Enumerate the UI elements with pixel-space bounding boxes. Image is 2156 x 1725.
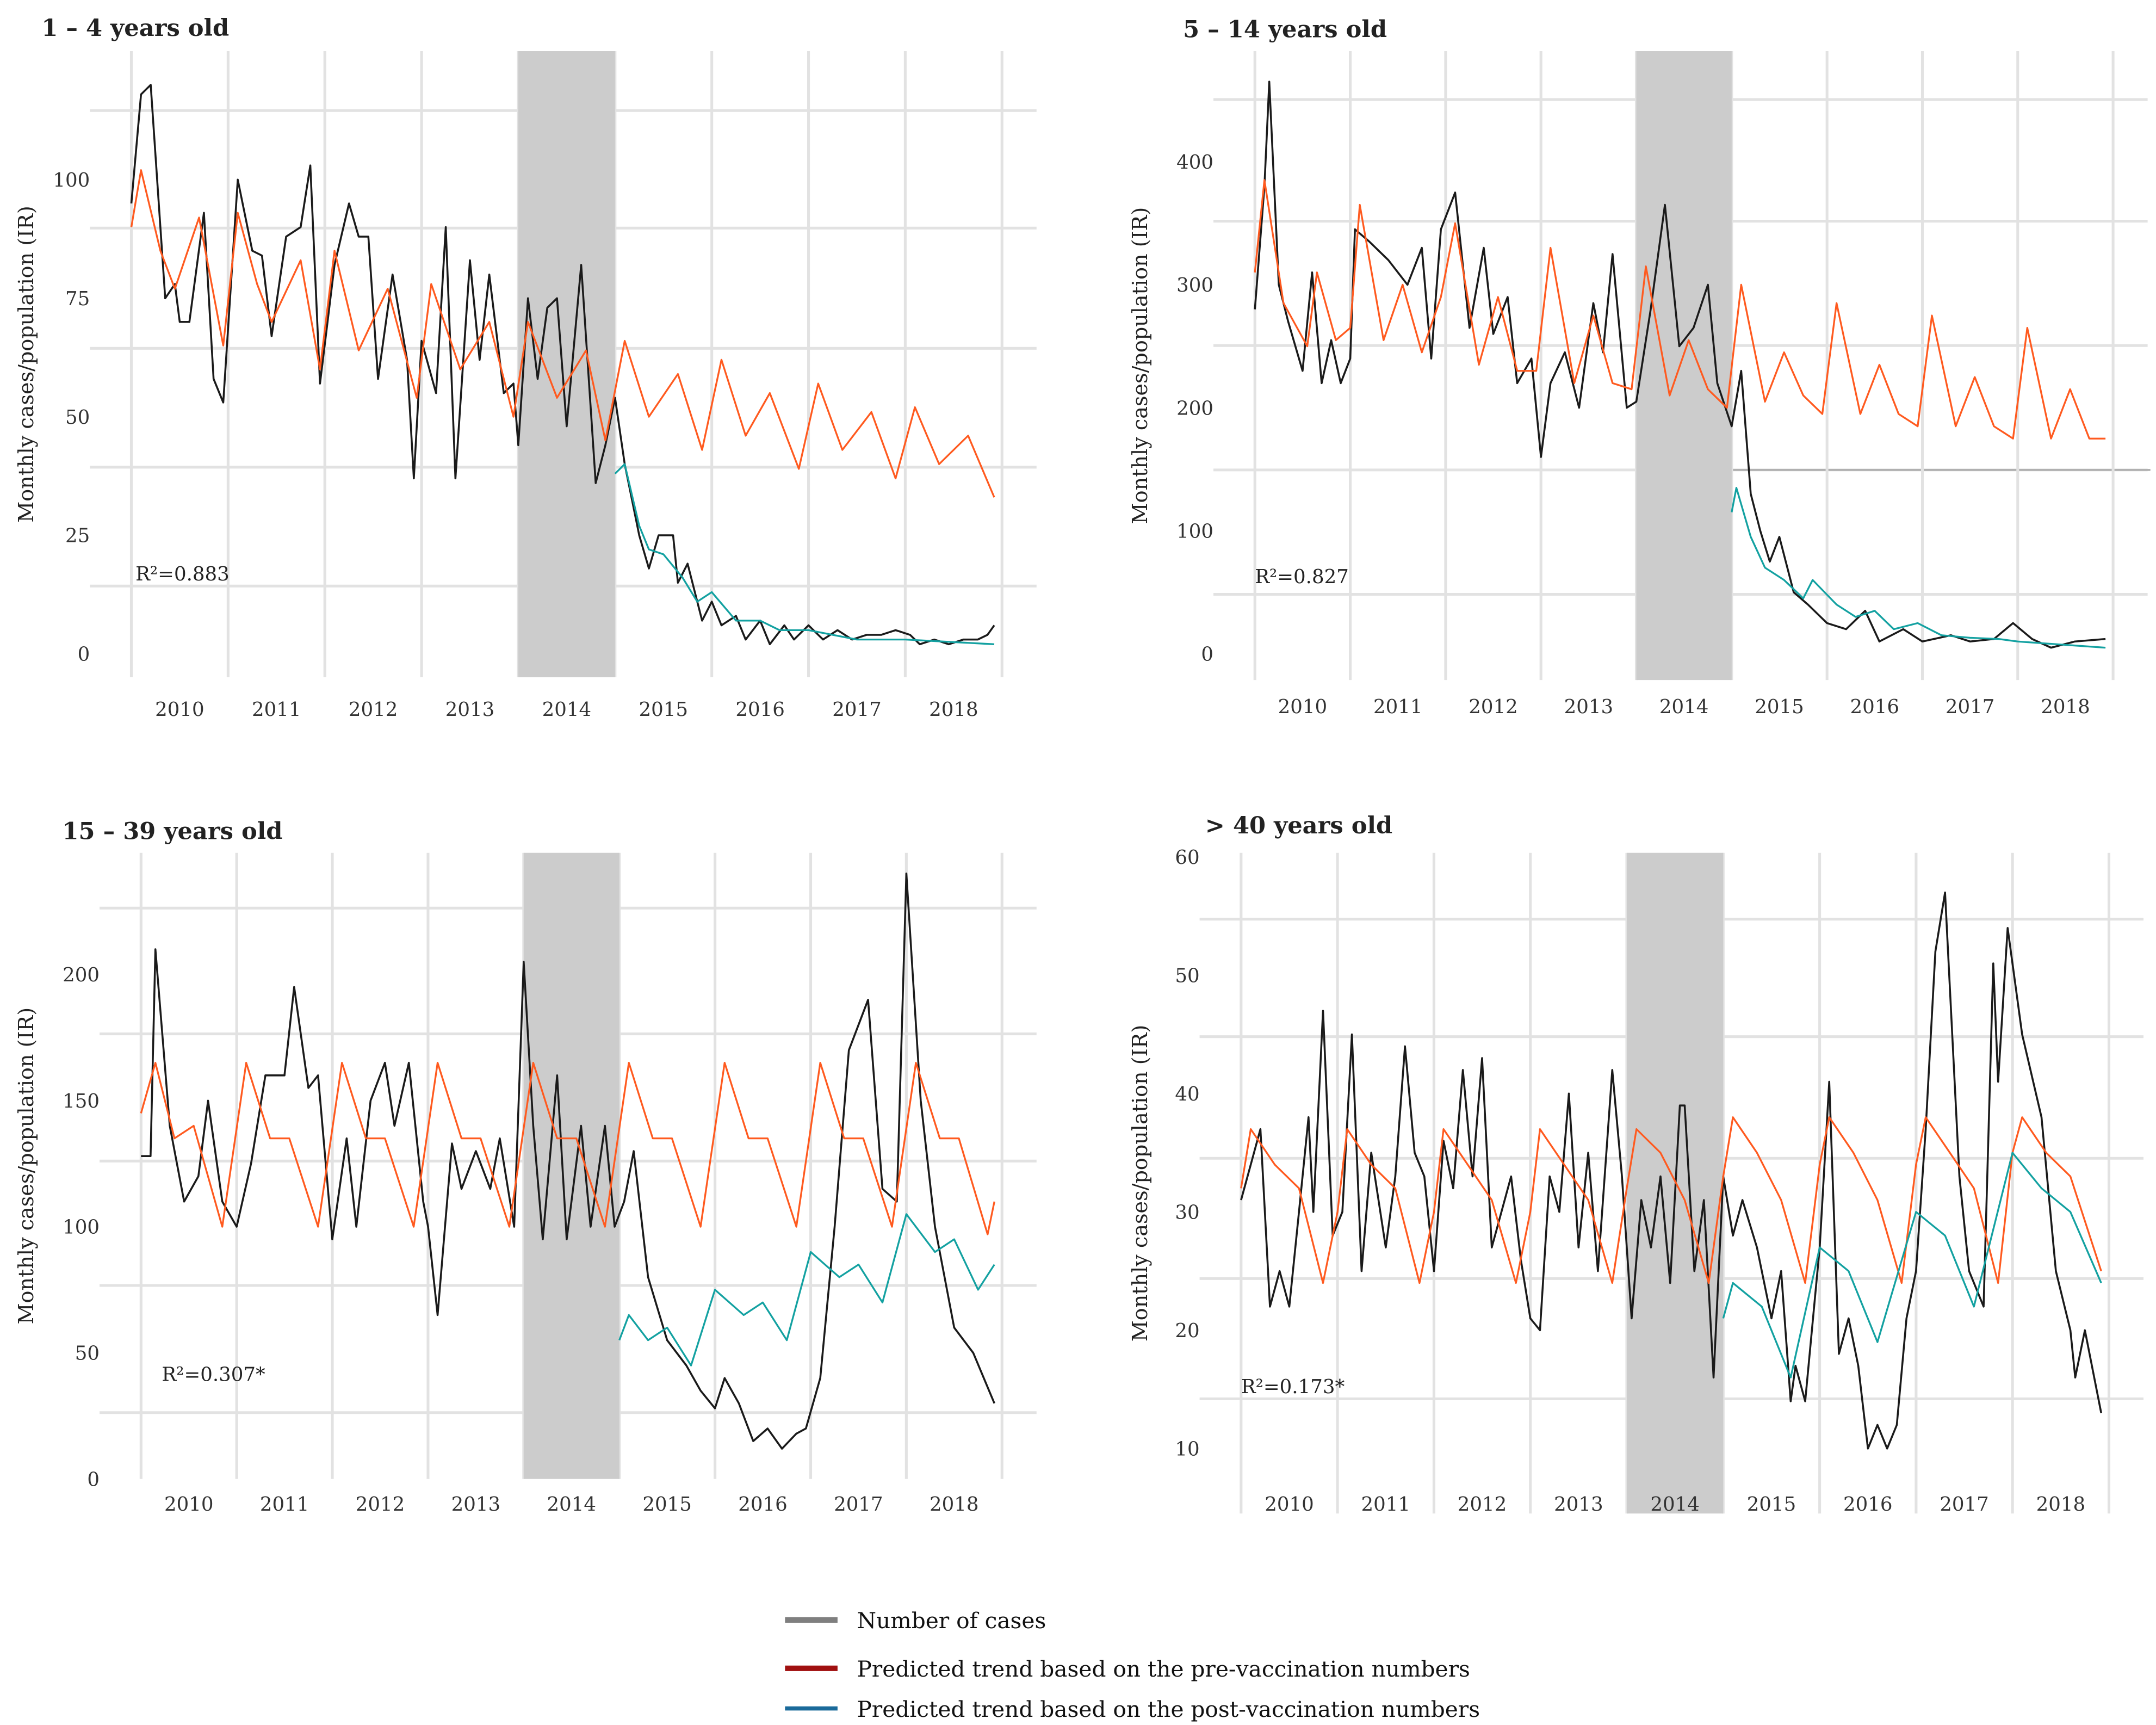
y-axis-label: Monthly cases/population (IR) (1128, 207, 1152, 524)
series-line-post (618, 1213, 995, 1367)
x-tick-label: 2012 (1469, 696, 1518, 718)
y-axis-label: Monthly cases/population (IR) (1128, 1025, 1152, 1342)
y-axis-label: Monthly cases/population (IR) (14, 206, 38, 523)
x-tick-label: 2010 (1265, 1493, 1314, 1516)
x-tick-label: 2018 (930, 1493, 979, 1516)
series-line-pre (1254, 179, 2106, 440)
legend-label-cases: Number of cases (857, 1607, 1046, 1634)
panel-title: 15 – 39 years old (62, 817, 282, 845)
x-tick-label: 2010 (1278, 696, 1328, 718)
series-line-pre (130, 169, 995, 498)
y-tick-label: 40 (1175, 1083, 1199, 1105)
vaccination-period-shade (523, 852, 619, 1479)
legend: Number of cases Predicted trend based on… (785, 1607, 1480, 1722)
x-tick-label: 2017 (834, 1493, 883, 1516)
legend-label-pre: Predicted trend based on the pre-vaccina… (857, 1656, 1470, 1682)
x-tick-label: 2016 (738, 1493, 788, 1516)
y-tick-label: 150 (63, 1090, 100, 1112)
y-tick-label: 0 (87, 1468, 100, 1491)
y-tick-label: 20 (1175, 1320, 1199, 1342)
panel-title: 1 – 4 years old (41, 14, 229, 42)
x-tick-label: 2016 (1850, 696, 1900, 718)
panel-3: 15 – 39 years old Monthly cases/populatio… (14, 817, 1037, 1516)
y-tick-label: 0 (1201, 644, 1213, 666)
chart-panels: 1 – 4 years old Monthly cases/population … (14, 14, 2151, 1516)
x-tick-label: 2010 (164, 1493, 214, 1516)
y-tick-label: 100 (1176, 520, 1213, 542)
y-tick-label: 30 (1175, 1202, 1199, 1224)
x-tick-label: 2010 (155, 698, 205, 721)
y-tick-label: 400 (1176, 151, 1213, 174)
x-tick-label: 2017 (1940, 1493, 1989, 1516)
y-tick-label: 50 (65, 406, 90, 429)
x-tick-label: 2012 (356, 1493, 405, 1516)
series-line-cases (1254, 81, 2106, 649)
r-squared-annotation: R²=0.307* (162, 1363, 265, 1386)
x-tick-label: 2014 (547, 1493, 597, 1516)
series-line-cases (1240, 891, 2103, 1450)
x-tick-label: 2012 (1458, 1493, 1507, 1516)
y-tick-label: 75 (65, 288, 90, 310)
x-tick-label: 2014 (1650, 1493, 1700, 1516)
x-tick-label: 2018 (929, 698, 978, 721)
r-squared-annotation: R²=0.173* (1241, 1376, 1345, 1398)
x-tick-label: 2012 (349, 698, 398, 721)
x-tick-label: 2011 (1373, 696, 1423, 718)
x-tick-label: 2011 (1361, 1493, 1411, 1516)
y-tick-label: 300 (1176, 274, 1213, 296)
y-tick-label: 50 (1175, 965, 1199, 987)
x-tick-label: 2016 (1843, 1493, 1893, 1516)
r-squared-annotation: R²=0.883 (135, 563, 230, 585)
y-tick-label: 60 (1175, 846, 1199, 869)
r-squared-annotation: R²=0.827 (1255, 566, 1349, 588)
panel-title: 5 – 14 years old (1183, 16, 1387, 44)
x-tick-label: 2015 (642, 1493, 692, 1516)
y-tick-label: 200 (63, 964, 100, 986)
x-tick-label: 2018 (2041, 696, 2090, 718)
vaccination-period-shade (518, 51, 615, 678)
x-tick-label: 2016 (735, 698, 785, 721)
x-tick-label: 2015 (1747, 1493, 1796, 1516)
x-tick-label: 2018 (2036, 1493, 2086, 1516)
series-line-pre (140, 1062, 995, 1235)
series-line-post (1722, 1152, 2102, 1378)
vaccination-period-shade (1636, 51, 1732, 681)
y-tick-label: 0 (78, 644, 90, 666)
y-tick-label: 25 (65, 525, 90, 547)
panel-title: > 40 years old (1205, 812, 1392, 839)
series-line-post (1731, 487, 2106, 649)
series-line-pre (1240, 1116, 2102, 1284)
y-tick-label: 50 (75, 1343, 100, 1365)
panel-4: > 40 years old Monthly cases/population (… (1128, 812, 2144, 1516)
y-tick-label: 100 (53, 169, 90, 191)
x-tick-label: 2014 (542, 698, 592, 721)
x-tick-label: 2011 (252, 698, 301, 721)
y-tick-label: 200 (1176, 397, 1213, 419)
x-tick-label: 2017 (832, 698, 882, 721)
x-tick-label: 2015 (639, 698, 688, 721)
x-tick-label: 2014 (1659, 696, 1709, 718)
x-tick-label: 2017 (1946, 696, 1995, 718)
x-tick-label: 2015 (1755, 696, 1804, 718)
y-tick-label: 100 (63, 1216, 100, 1239)
panel-1: 1 – 4 years old Monthly cases/population … (14, 14, 1037, 721)
x-tick-label: 2013 (1554, 1493, 1603, 1516)
series-line-cases (141, 873, 995, 1450)
x-tick-label: 2013 (451, 1493, 501, 1516)
legend-label-post: Predicted trend based on the post-vaccin… (857, 1696, 1480, 1722)
x-tick-label: 2011 (260, 1493, 309, 1516)
x-tick-label: 2013 (1564, 696, 1614, 718)
y-axis-label: Monthly cases/population (IR) (14, 1007, 38, 1325)
x-tick-label: 2013 (445, 698, 495, 721)
panel-2: 5 – 14 years old Monthly cases/population… (1128, 16, 2151, 718)
series-line-post (614, 463, 995, 645)
y-tick-label: 10 (1175, 1438, 1199, 1461)
